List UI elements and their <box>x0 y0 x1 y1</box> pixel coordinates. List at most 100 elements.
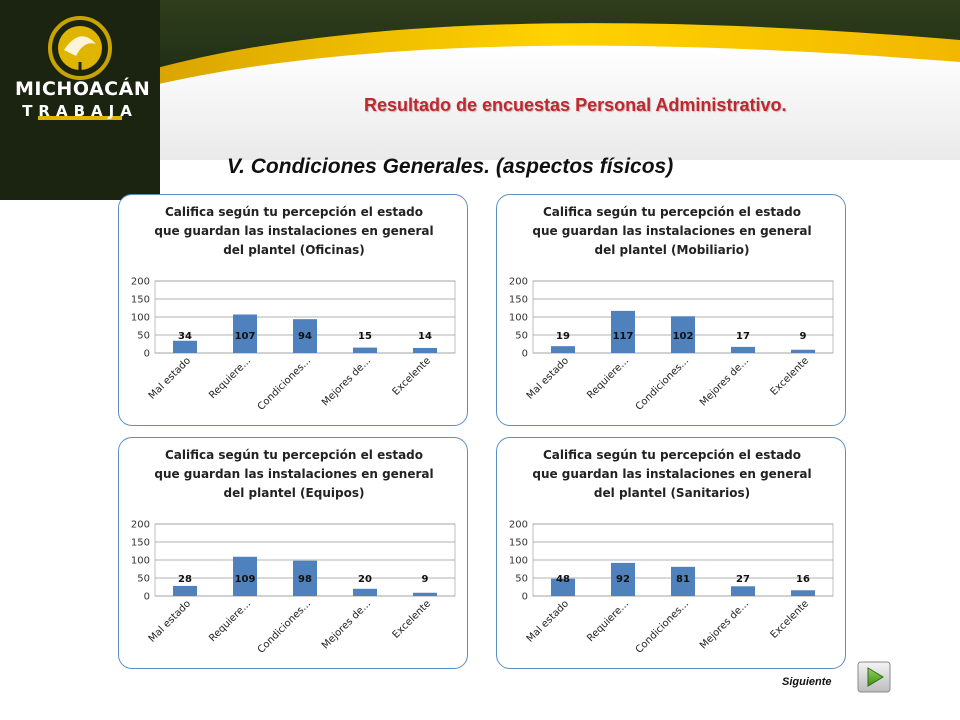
section-title: V. Condiciones Generales. (aspectos físi… <box>227 155 674 178</box>
x-tick-label: Excelente <box>391 598 433 640</box>
logo-name: MICHOACÁN <box>15 78 151 100</box>
next-label[interactable]: Siguiente <box>782 676 832 688</box>
bar <box>233 314 257 353</box>
chart-title-line: del plantel (Sanitarios) <box>593 486 751 500</box>
chart-title-line: del plantel (Oficinas) <box>223 243 365 257</box>
bar <box>353 588 377 596</box>
x-tick-label: Excelente <box>769 598 811 640</box>
y-tick-label: 0 <box>144 592 150 603</box>
y-tick-label: 50 <box>137 331 150 342</box>
x-tick-label: Mejores de... <box>698 355 751 408</box>
chart-title: Califica según tu percepción el estado q… <box>517 203 827 260</box>
bar-chart: 0 50 100 150 200 28 Mal estado 109 Requiere... 98… <box>131 520 456 656</box>
bar-chart: 0 50 100 150 200 34 Mal estado 107 Requiere... 94… <box>131 277 456 413</box>
chart-title-line: que guardan las instalaciones en general <box>532 224 812 238</box>
y-tick-label: 100 <box>509 313 528 324</box>
data-label: 20 <box>358 574 372 585</box>
bar <box>551 578 575 596</box>
bar <box>293 319 317 353</box>
x-tick-label: Excelente <box>391 355 433 397</box>
chart-title: Califica según tu percepción el estado q… <box>517 446 827 503</box>
data-label: 17 <box>736 331 750 342</box>
chart-panel-equipos: Califica según tu percepción el estado q… <box>118 437 468 669</box>
bar <box>233 556 257 596</box>
y-tick-label: 0 <box>522 349 528 360</box>
x-tick-label: Requiere... <box>207 598 253 644</box>
data-label: 98 <box>298 574 312 585</box>
x-tick-label: Mal estado <box>147 598 193 644</box>
bar <box>791 590 815 596</box>
y-tick-label: 50 <box>137 574 150 585</box>
x-tick-label: Excelente <box>769 355 811 397</box>
logo-subname: TRABAJA <box>22 102 138 120</box>
bar <box>671 316 695 353</box>
x-tick-label: Requiere... <box>585 355 631 401</box>
bar <box>671 566 695 596</box>
y-tick-label: 200 <box>131 520 150 531</box>
chart-title-line: Califica según tu percepción el estado <box>542 205 802 219</box>
bar-chart: 0 50 100 150 200 19 Mal estado 117 Requiere... 10… <box>509 277 834 413</box>
data-label: 28 <box>178 574 192 585</box>
next-button[interactable] <box>857 661 891 693</box>
data-label: 9 <box>422 574 429 585</box>
data-label: 102 <box>673 331 694 342</box>
chart-panel-oficinas: Califica según tu percepción el estado q… <box>118 194 468 426</box>
bar <box>791 349 815 353</box>
data-label: 9 <box>800 331 807 342</box>
logo: MICHOACÁN TRABAJA <box>0 0 160 200</box>
chart-title-line: que guardan las instalaciones en general <box>532 467 812 481</box>
y-tick-label: 150 <box>509 538 528 549</box>
data-label: 94 <box>298 331 312 342</box>
bar <box>353 347 377 353</box>
data-label: 48 <box>556 574 570 585</box>
x-tick-label: Mejores de... <box>698 598 751 651</box>
data-label: 14 <box>418 331 432 342</box>
chart-panel-sanitarios: Califica según tu percepción el estado q… <box>496 437 846 669</box>
bar-chart: 0 50 100 150 200 48 Mal estado 92 Requiere... 81 C… <box>509 520 834 656</box>
x-tick-label: Condiciones... <box>634 598 691 655</box>
bar <box>551 346 575 353</box>
y-tick-label: 100 <box>509 556 528 567</box>
bar <box>731 346 755 353</box>
play-arrow-icon <box>867 667 884 687</box>
chart-title-line: del plantel (Equipos) <box>223 486 365 500</box>
banner-title: Resultado de encuestas Personal Administ… <box>364 95 787 115</box>
y-tick-label: 50 <box>515 574 528 585</box>
logo-emblem-icon <box>0 0 160 200</box>
data-label: 15 <box>358 331 372 342</box>
bar <box>173 585 197 596</box>
data-label: 27 <box>736 574 750 585</box>
bar <box>611 562 635 596</box>
data-label: 19 <box>556 331 570 342</box>
header-banner <box>0 0 960 160</box>
data-label: 81 <box>676 574 690 585</box>
x-tick-label: Condiciones... <box>256 598 313 655</box>
x-tick-label: Mejores de... <box>320 598 373 651</box>
y-tick-label: 200 <box>509 277 528 288</box>
chart-title-line: del plantel (Mobiliario) <box>594 243 750 257</box>
chart-panel-mobiliario: Califica según tu percepción el estado q… <box>496 194 846 426</box>
y-tick-label: 150 <box>509 295 528 306</box>
chart-title-line: Califica según tu percepción el estado <box>164 205 424 219</box>
x-tick-label: Mal estado <box>147 355 193 401</box>
data-label: 92 <box>616 574 630 585</box>
x-tick-label: Mal estado <box>525 355 571 401</box>
bar <box>293 560 317 596</box>
y-tick-label: 100 <box>131 313 150 324</box>
data-label: 107 <box>235 331 256 342</box>
y-tick-label: 50 <box>515 331 528 342</box>
data-label: 109 <box>235 574 256 585</box>
bar <box>413 592 437 596</box>
y-tick-label: 100 <box>131 556 150 567</box>
y-tick-label: 0 <box>144 349 150 360</box>
chart-title: Califica según tu percepción el estado q… <box>139 203 449 260</box>
bar <box>413 347 437 353</box>
chart-title: Califica según tu percepción el estado q… <box>139 446 449 503</box>
y-tick-label: 150 <box>131 538 150 549</box>
data-label: 34 <box>178 331 192 342</box>
chart-title-line: que guardan las instalaciones en general <box>154 224 434 238</box>
x-tick-label: Requiere... <box>207 355 253 401</box>
x-tick-label: Condiciones... <box>256 355 313 412</box>
y-tick-label: 200 <box>131 277 150 288</box>
data-label: 117 <box>613 331 634 342</box>
